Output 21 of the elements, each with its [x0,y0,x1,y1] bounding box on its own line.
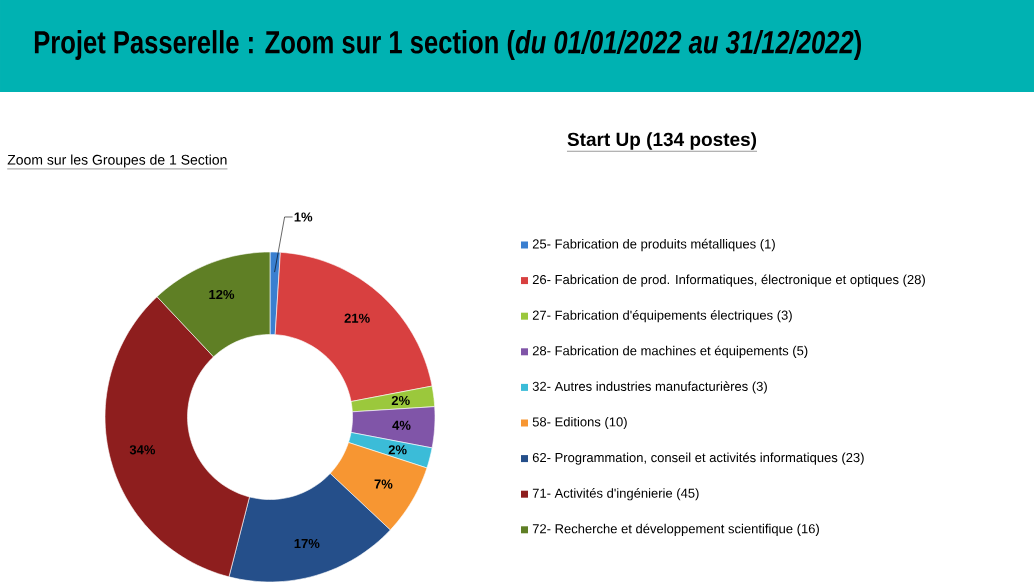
chart-title: Projet Passerelle : Zoom sur 1 section (du 01/01/2022 au 31/12/2022) [34,29,861,60]
legend-label: 26- Fabrication de prod. Informatiques, électronique et optiques (28) [532,274,925,287]
legend-label: 32- Autres industries manufacturières (3) [532,381,767,394]
text: Zoom sur les Groupes de 1 Section [7,154,227,168]
data-label: 34% [129,445,156,455]
data-label: 12% [209,289,235,299]
chart-subtitle: Start Up (134 postes) [567,132,757,150]
data-label: 17% [294,538,320,548]
legend-label: 27- Fabrication d'équipements électriques (3) [532,309,792,323]
legend-label: 71- Activités d'ingénierie (45) [532,487,699,501]
legend-label: 58- Editions (10) [532,416,627,429]
data-label: 1% [294,212,313,222]
legend-label: 25- Fabrication de produits métalliques (1) [532,238,775,251]
legend-label: 72- Recherche et développement scientifique (16) [532,523,819,536]
data-label: 21% [344,313,370,323]
data-label: 7% [374,479,393,489]
legend-label: 28- Fabrication de machines et équipements (5) [532,345,808,358]
data-label: 2% [391,395,410,405]
data-label: 4% [392,420,411,430]
data-label: 2% [388,445,407,455]
legend-label: 62- Programmation, conseil et activités informatiques (23) [532,452,864,465]
